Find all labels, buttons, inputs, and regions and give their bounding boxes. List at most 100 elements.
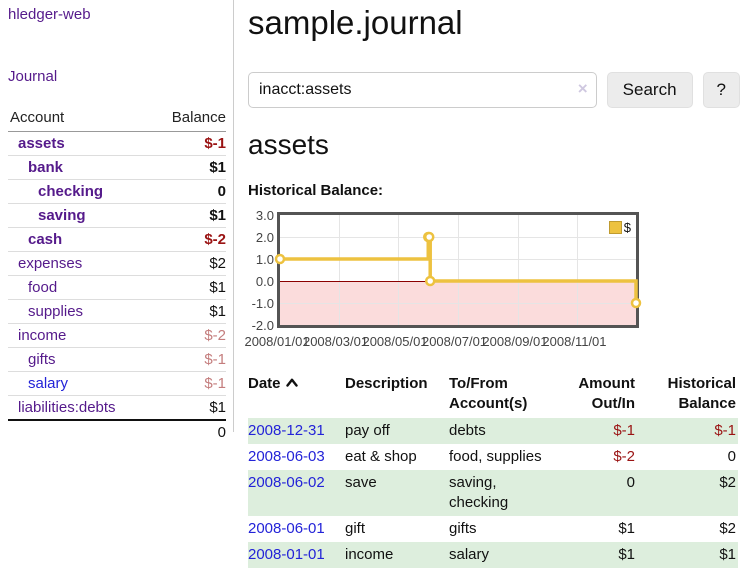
vertical-gridline [517,215,519,325]
register-amount: $1 [618,520,635,537]
register-description: eat & shop [345,448,417,465]
register-row[interactable]: 2008-06-02 save saving, checking 0 $2 [248,470,738,516]
account-link[interactable]: bank [28,159,64,176]
register-row[interactable]: 2008-12-31 pay off debts $-1 $-1 [248,418,738,444]
account-link[interactable]: income [18,327,67,344]
register-balance: $1 [719,546,736,563]
register-table: Date Description To/From Account(s) Amou… [248,372,738,568]
account-link[interactable]: expenses [18,255,83,272]
y-axis-tick-label: -1.0 [251,296,274,311]
register-accounts: food, supplies [449,448,542,465]
sidebar-account-row: assets $-1 [8,132,226,155]
search-input[interactable] [248,72,597,108]
y-axis-tick-label: 2.0 [255,230,274,245]
app-title-link[interactable]: hledger-web [8,6,91,23]
account-balance: $1 [209,279,226,296]
y-axis-tick-label: -2.0 [251,318,274,333]
account-balance: $1 [209,399,226,416]
register-amount: $-2 [613,448,635,465]
register-balance: $2 [719,520,736,537]
register-row[interactable]: 2008-06-03 eat & shop food, supplies $-2… [248,444,738,470]
balance-column-header: Historical Balance [667,375,736,412]
description-column-header: Description [345,375,428,392]
register-accounts: debts [449,422,486,439]
main-content: sample.journal × Search ? assets Histori… [244,0,740,568]
account-link[interactable]: salary [28,375,69,392]
y-axis-tick-label: 0.0 [255,274,274,289]
account-balance: $2 [209,255,226,272]
account-link[interactable]: supplies [28,303,84,320]
accounts-column-header: To/From Account(s) [449,375,528,412]
account-link[interactable]: food [28,279,58,296]
sidebar: hledger-web Journal Account Balance asse… [8,0,234,444]
register-date-link[interactable]: 2008-12-31 [248,422,325,439]
sidebar-account-row: cash $-2 [8,227,226,251]
data-point-marker [274,253,286,265]
x-axis-tick-label: 2008/03/01 [302,334,369,349]
sidebar-account-row: checking 0 [8,179,226,203]
horizontal-gridline [280,237,636,238]
clear-search-icon[interactable]: × [577,79,588,98]
x-axis-tick-label: 2008/01/01 [244,334,310,349]
account-link[interactable]: assets [18,135,65,152]
x-axis-tick-label: 2008/05/01 [362,334,428,349]
historical-balance-chart: 3.0 2.0 1.0 0.0 -1.0 -2.0 $ 2008/01/01 2008/03… [244,208,740,352]
balance-series-line [274,231,642,309]
account-balance: $-1 [204,135,226,152]
search-field-wrap: × [248,72,597,108]
sidebar-account-row: liabilities:debts $1 [8,395,226,419]
search-button[interactable]: Search [606,72,693,108]
y-axis-tick-label: 1.0 [255,252,274,267]
sidebar-account-row: expenses $2 [8,251,226,275]
register-accounts: gifts [449,520,477,537]
sidebar-account-row: gifts $-1 [8,347,226,371]
register-balance: $-1 [714,422,736,439]
sidebar-account-row: income $-2 [8,323,226,347]
sidebar-account-row: saving $1 [8,203,226,227]
register-description: gift [345,520,366,537]
help-button[interactable]: ? [702,72,740,108]
sidebar-item-journal[interactable]: Journal [8,68,58,85]
sidebar-account-row: bank $1 [8,155,226,179]
register-amount: $-1 [613,422,635,439]
register-accounts: salary [449,546,490,563]
account-balance: $1 [209,207,226,224]
register-date-link[interactable]: 2008-06-03 [248,448,325,465]
x-axis-tick-label: 2008/09/01 [482,334,548,349]
account-link[interactable]: saving [38,207,86,224]
data-point-marker [423,231,435,243]
register-row[interactable]: 2008-06-01 gift gifts $1 $2 [248,516,738,542]
sidebar-account-row: supplies $1 [8,299,226,323]
x-axis-tick-label: 2008/11/01 [542,334,607,349]
x-axis-tick-label: 2008/07/01 [421,334,488,349]
register-description: pay off [345,422,390,439]
sidebar-account-row: salary $-1 [8,371,226,395]
page-title: sample.journal [248,4,463,41]
chart-x-axis-labels: 2008/01/01 2008/03/01 2008/05/01 2008/07/01… [244,334,639,352]
account-balance: $-2 [204,231,226,248]
account-link[interactable]: gifts [28,351,56,368]
sidebar-account-row: food $1 [8,275,226,299]
account-link[interactable]: liabilities:debts [18,399,116,416]
account-heading: assets [248,129,329,160]
data-point-marker [424,275,436,287]
register-date-link[interactable]: 2008-06-02 [248,474,325,491]
account-balance: $-1 [204,351,226,368]
register-description: save [345,474,377,491]
register-date-link[interactable]: 2008-01-01 [248,546,325,563]
register-row[interactable]: 2008-01-01 income salary $1 $1 [248,542,738,568]
chart-title: Historical Balance: [248,182,384,199]
search-bar: × Search ? [248,72,740,108]
account-table-header: Account Balance [8,105,226,132]
date-column-header[interactable]: Date [248,372,345,418]
legend-label: $ [623,220,631,235]
register-date-link[interactable]: 2008-06-01 [248,520,325,537]
sidebar-divider [233,0,234,432]
account-link[interactable]: checking [38,183,104,200]
balance-column-header: Balance [171,109,226,126]
horizontal-gridline [280,259,636,260]
account-column-header: Account [10,109,65,126]
register-balance: $2 [719,474,736,491]
account-link[interactable]: cash [28,231,63,248]
register-amount: 0 [626,474,635,491]
